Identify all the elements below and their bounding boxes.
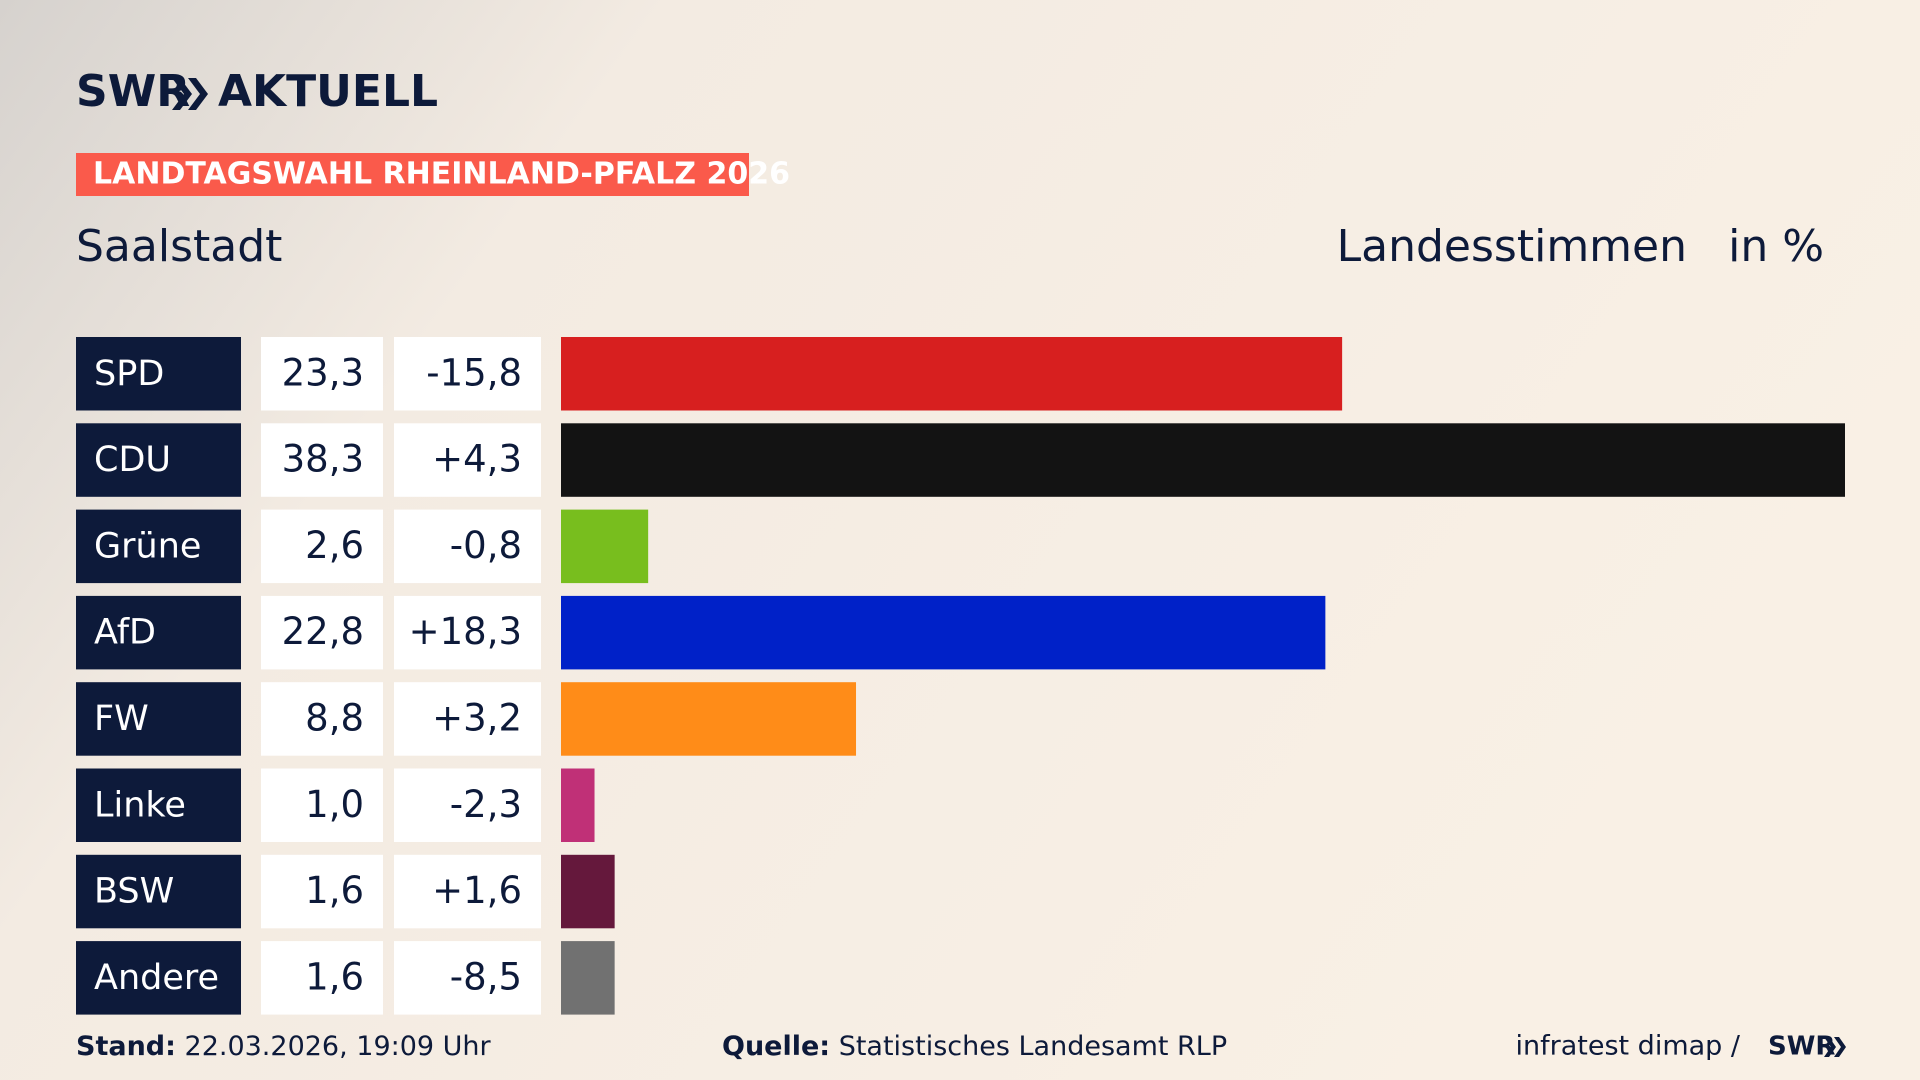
chart-title: LANDTAGSWAHL RHEINLAND-PFALZ 2026 [93, 157, 790, 192]
change-box [394, 682, 541, 756]
party-box [76, 682, 241, 756]
party-box [76, 768, 241, 842]
party-label: Grüne [94, 526, 201, 566]
title-tag [76, 153, 749, 196]
value-box [261, 423, 383, 497]
bar [561, 682, 857, 756]
stand: Stand: 22.03.2026, 19:09 Uhr [76, 1031, 492, 1062]
party-box [76, 941, 241, 1015]
bar [561, 337, 1343, 411]
party-label: FW [94, 699, 149, 739]
value-box [261, 337, 383, 411]
bar [561, 595, 1326, 670]
stand-value: 22.03.2026, 19:09 Uhr [185, 1031, 492, 1062]
party-box [76, 595, 241, 670]
subtitle: Saalstadt [76, 221, 282, 272]
party-box [76, 509, 241, 584]
value-box [261, 509, 383, 584]
value-box [261, 595, 383, 670]
bar [561, 509, 649, 584]
source-value: Statistisches Landesamt RLP [839, 1031, 1227, 1062]
change-label: -15,8 [426, 351, 522, 394]
party-label: CDU [94, 440, 171, 480]
value-box [261, 768, 383, 842]
credit-brand: SWR [1768, 1032, 1835, 1062]
change-label: -8,5 [450, 955, 522, 998]
change-box [394, 337, 541, 411]
value-label: 23,3 [282, 351, 364, 394]
value-box [261, 682, 383, 756]
credit: infratest dimap / [1515, 1031, 1740, 1062]
party-label: Andere [94, 958, 219, 998]
value-box [261, 854, 383, 929]
change-box [394, 854, 541, 929]
value-label: 1,0 [305, 783, 364, 826]
value-label: 22,8 [282, 610, 364, 653]
stand-label: Stand: [76, 1031, 176, 1062]
source: Quelle: Statistisches Landesamt RLP [722, 1031, 1227, 1062]
change-label: +4,3 [432, 438, 522, 481]
value-label: 38,3 [282, 438, 364, 481]
change-box [394, 423, 541, 497]
brand: SWR [76, 66, 190, 117]
change-box [394, 768, 541, 842]
change-box [394, 595, 541, 670]
party-box [76, 854, 241, 929]
unit: in % [1728, 221, 1824, 272]
credit-chevrons [1824, 1037, 1846, 1057]
change-label: -0,8 [450, 524, 522, 567]
brand-section: AKTUELL [218, 66, 438, 117]
party-label: Linke [94, 785, 186, 825]
change-box [394, 509, 541, 584]
party-label: SPD [94, 354, 164, 394]
bar [561, 941, 615, 1015]
brand-chevrons [172, 78, 208, 110]
value-label: 1,6 [305, 869, 364, 912]
measure: Landesstimmen [1337, 221, 1687, 272]
party-label: BSW [94, 872, 174, 912]
bar [561, 423, 1845, 497]
party-box [76, 423, 241, 497]
party-label: AfD [94, 613, 156, 653]
bar [561, 854, 615, 929]
value-box [261, 941, 383, 1015]
change-label: +3,2 [432, 696, 522, 739]
value-label: 1,6 [305, 955, 364, 998]
change-label: +18,3 [409, 610, 522, 653]
party-box [76, 337, 241, 411]
source-label: Quelle: [722, 1031, 830, 1062]
change-label: +1,6 [432, 869, 522, 912]
change-label: -2,3 [450, 783, 522, 826]
bar [561, 768, 595, 842]
value-label: 2,6 [305, 524, 364, 567]
change-box [394, 941, 541, 1015]
value-label: 8,8 [305, 696, 364, 739]
